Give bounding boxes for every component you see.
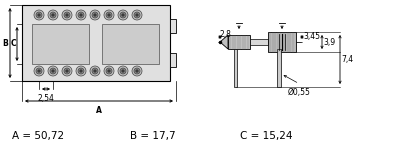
Text: A = 50,72: A = 50,72: [12, 131, 64, 141]
Text: 3,45: 3,45: [303, 33, 320, 41]
Circle shape: [118, 66, 128, 76]
Circle shape: [134, 12, 140, 18]
Circle shape: [34, 10, 44, 20]
Bar: [228, 35, 250, 49]
Circle shape: [106, 68, 112, 74]
Circle shape: [78, 68, 84, 74]
Text: 3,9: 3,9: [323, 37, 335, 46]
Circle shape: [48, 66, 58, 76]
Bar: [102, 24, 159, 64]
Bar: [170, 53, 176, 67]
Circle shape: [66, 14, 68, 16]
Circle shape: [48, 10, 58, 20]
Circle shape: [120, 12, 126, 18]
Bar: [234, 49, 238, 87]
Circle shape: [64, 68, 70, 74]
Circle shape: [38, 70, 40, 72]
Circle shape: [122, 70, 124, 72]
Text: 2,8: 2,8: [219, 31, 231, 39]
Text: 2,54: 2,54: [38, 94, 54, 103]
Circle shape: [76, 10, 86, 20]
Polygon shape: [220, 35, 228, 49]
Circle shape: [92, 68, 98, 74]
Circle shape: [104, 10, 114, 20]
Text: C: C: [10, 39, 16, 49]
Text: A: A: [96, 106, 102, 115]
Circle shape: [90, 66, 100, 76]
Circle shape: [80, 70, 82, 72]
Circle shape: [120, 68, 126, 74]
Circle shape: [78, 12, 84, 18]
Circle shape: [132, 66, 142, 76]
Circle shape: [52, 14, 54, 16]
Circle shape: [50, 12, 56, 18]
Circle shape: [36, 68, 42, 74]
Circle shape: [122, 14, 124, 16]
Circle shape: [104, 66, 114, 76]
Circle shape: [108, 70, 110, 72]
Bar: [22, 5, 170, 81]
Circle shape: [94, 14, 96, 16]
Text: B: B: [2, 38, 8, 48]
Bar: [32, 24, 89, 64]
Text: C = 15,24: C = 15,24: [240, 131, 292, 141]
Circle shape: [134, 68, 140, 74]
Circle shape: [136, 14, 138, 16]
Bar: [170, 19, 176, 33]
Circle shape: [66, 70, 68, 72]
Circle shape: [132, 10, 142, 20]
Circle shape: [52, 70, 54, 72]
Circle shape: [76, 66, 86, 76]
Circle shape: [50, 68, 56, 74]
Circle shape: [90, 10, 100, 20]
Circle shape: [94, 70, 96, 72]
Circle shape: [118, 10, 128, 20]
Circle shape: [92, 12, 98, 18]
Circle shape: [36, 12, 42, 18]
Bar: [268, 32, 296, 52]
Bar: [278, 49, 281, 87]
Circle shape: [62, 10, 72, 20]
Circle shape: [106, 12, 112, 18]
Circle shape: [136, 70, 138, 72]
Circle shape: [80, 14, 82, 16]
Text: B = 17,7: B = 17,7: [130, 131, 176, 141]
Circle shape: [64, 12, 70, 18]
Bar: [250, 39, 268, 45]
Text: Ø0,55: Ø0,55: [287, 88, 310, 97]
Text: 7,4: 7,4: [341, 55, 353, 64]
Circle shape: [38, 14, 40, 16]
Circle shape: [108, 14, 110, 16]
Circle shape: [62, 66, 72, 76]
Circle shape: [34, 66, 44, 76]
